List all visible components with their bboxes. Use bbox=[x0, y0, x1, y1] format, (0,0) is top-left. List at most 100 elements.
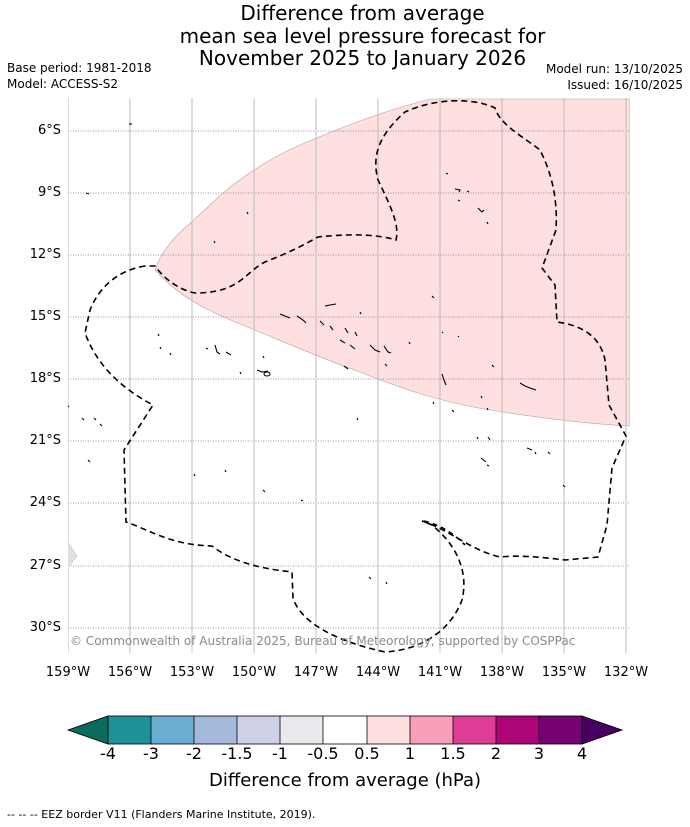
island bbox=[441, 331, 444, 334]
lat-label-9s: 9°S bbox=[37, 185, 61, 200]
colorbar-tick: 4 bbox=[576, 744, 588, 763]
colorbar-bin-1 bbox=[108, 716, 151, 744]
island bbox=[385, 581, 388, 585]
lat-label-30s: 30°S bbox=[29, 620, 61, 635]
island bbox=[383, 345, 392, 354]
lon-label-147w: 147°W bbox=[293, 665, 339, 680]
island bbox=[457, 199, 461, 202]
island bbox=[300, 499, 304, 502]
colorbar-tick: -1 bbox=[272, 744, 288, 763]
lat-gridlines bbox=[68, 130, 630, 629]
island bbox=[296, 315, 307, 324]
island bbox=[99, 423, 103, 427]
lon-label-153w: 153°W bbox=[169, 665, 215, 680]
island bbox=[329, 325, 334, 331]
land-edge bbox=[68, 541, 78, 568]
island bbox=[487, 436, 491, 441]
island bbox=[526, 447, 533, 451]
island bbox=[339, 339, 346, 344]
island bbox=[384, 363, 388, 367]
island bbox=[93, 417, 97, 421]
lat-label-21s: 21°S bbox=[29, 433, 61, 448]
island bbox=[431, 295, 435, 299]
colorbar-tick: 1.5 bbox=[440, 744, 466, 763]
island bbox=[476, 436, 479, 440]
island bbox=[477, 207, 485, 213]
island bbox=[256, 369, 269, 373]
model-run: Model run: 13/10/2025 bbox=[545, 62, 683, 76]
lat-label-24s: 24°S bbox=[29, 495, 61, 510]
lon-label-132w: 132°W bbox=[603, 665, 649, 680]
lat-label-18s: 18°S bbox=[29, 371, 61, 386]
lon-gridlines bbox=[68, 98, 627, 653]
colorbar-tick: -0.5 bbox=[307, 744, 339, 763]
island bbox=[486, 221, 489, 225]
island bbox=[279, 313, 291, 319]
colorbar-bin-8 bbox=[410, 716, 453, 744]
island bbox=[246, 211, 249, 215]
colorbar-bin-4 bbox=[237, 716, 280, 744]
island bbox=[343, 365, 349, 370]
island bbox=[225, 351, 232, 356]
lat-label-27s: 27°S bbox=[29, 558, 61, 573]
colorbar-tick: -2 bbox=[186, 744, 202, 763]
title-line-1: Difference from average bbox=[240, 1, 485, 25]
lon-label-141w: 141°W bbox=[417, 665, 463, 680]
lon-label-138w: 138°W bbox=[479, 665, 525, 680]
colorbar-low-arrow bbox=[66, 715, 109, 745]
island bbox=[169, 352, 172, 356]
island bbox=[359, 311, 362, 315]
island bbox=[159, 346, 162, 350]
copyright-notice: © Commonwealth of Australia 2025, Bureau… bbox=[70, 634, 576, 648]
meta-right: Model run: 13/10/2025 Issued: 16/10/2025 bbox=[546, 61, 683, 93]
lat-label-15s: 15°S bbox=[29, 309, 61, 324]
colorbar-label: Difference from average (hPa) bbox=[208, 770, 482, 791]
colorbar bbox=[66, 715, 624, 745]
title-line-2: mean sea level pressure forecast for bbox=[179, 23, 546, 48]
island bbox=[457, 335, 460, 338]
map-area bbox=[68, 98, 630, 653]
island bbox=[214, 344, 221, 355]
colorbar-tick: 2 bbox=[490, 744, 502, 763]
lat-label-6s: 6°S bbox=[37, 123, 61, 138]
colorbar-bin-9 bbox=[453, 716, 496, 744]
chart-title: Difference from average mean sea level p… bbox=[0, 2, 690, 70]
colorbar-high-arrow bbox=[581, 715, 624, 745]
lon-label-144w: 144°W bbox=[355, 665, 401, 680]
lon-label-150w: 150°W bbox=[231, 665, 277, 680]
colorbar-tick: -4 bbox=[100, 744, 116, 763]
island bbox=[324, 303, 337, 307]
meta-left: Base period: 1981-2018 Model: ACCESS-S2 bbox=[7, 60, 152, 92]
island bbox=[432, 401, 435, 405]
colorbar-bin-6 bbox=[323, 716, 367, 744]
island bbox=[451, 409, 455, 413]
lon-label-156w: 156°W bbox=[107, 665, 153, 680]
island bbox=[349, 344, 356, 350]
island bbox=[344, 327, 349, 334]
island bbox=[85, 192, 90, 195]
island bbox=[262, 489, 266, 493]
lat-label-12s: 12°S bbox=[29, 247, 61, 262]
island bbox=[239, 371, 242, 375]
island bbox=[87, 459, 91, 463]
title-line-3: November 2025 to January 2026 bbox=[198, 46, 527, 70]
island bbox=[480, 395, 483, 399]
colorbar-tick: 0.5 bbox=[354, 744, 380, 763]
islands bbox=[68, 123, 566, 585]
island bbox=[81, 417, 85, 421]
island bbox=[193, 473, 196, 477]
island bbox=[213, 240, 216, 244]
colorbar-bin-10 bbox=[496, 716, 539, 744]
colorbar-bin-7 bbox=[367, 716, 410, 744]
island bbox=[369, 344, 381, 353]
island bbox=[368, 576, 372, 580]
island bbox=[480, 457, 487, 463]
island bbox=[466, 190, 470, 193]
colorbar-bin-2 bbox=[151, 716, 194, 744]
island bbox=[547, 451, 551, 455]
base-period: Base period: 1981-2018 bbox=[7, 61, 152, 75]
island bbox=[445, 172, 449, 175]
issued-date: Issued: 16/10/2025 bbox=[567, 78, 683, 92]
lon-label-159w: 159°W bbox=[45, 665, 91, 680]
